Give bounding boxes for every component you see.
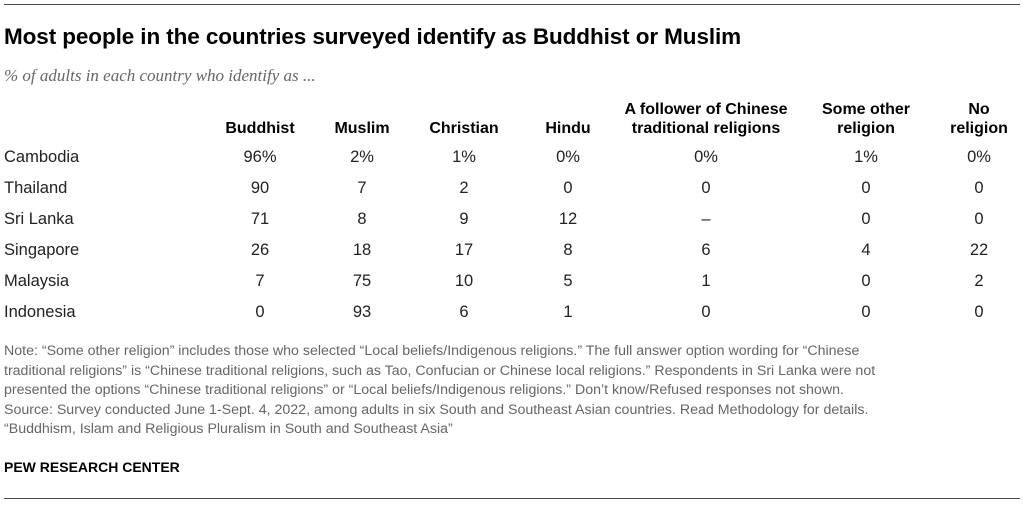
table-cell: 93 (352, 303, 372, 321)
note-line: traditional religions” is “Chinese tradi… (4, 362, 876, 379)
table-cell: – (701, 210, 711, 228)
notes-block: Note: “Some other religion” includes tho… (4, 342, 1016, 440)
table-cell: 18 (352, 241, 372, 259)
table-cell: 0 (861, 272, 871, 290)
table-cell: 6 (701, 241, 711, 259)
table-cell: 0 (861, 179, 871, 197)
note-line: Note: “Some other religion” includes tho… (4, 343, 860, 359)
table-cell: 4 (861, 241, 871, 259)
table-cell: 96% (243, 148, 277, 166)
column-header-line: A follower of Chinese (624, 101, 788, 118)
column-header: Some other religion (822, 100, 910, 138)
bottom-rule (4, 498, 1020, 499)
chart-title: Most people in the countries surveyed id… (4, 24, 742, 49)
table-cell: 1% (452, 148, 476, 166)
column-header: No religion (950, 100, 1008, 138)
column-header-line: Muslim (334, 120, 390, 137)
table-cell: 75 (352, 272, 372, 290)
table-cell: 0% (556, 148, 580, 166)
table-cell: 2 (974, 272, 984, 290)
table-cell: 0% (967, 148, 991, 166)
column-header-line: Hindu (545, 120, 591, 137)
table-cell: 90 (250, 179, 270, 197)
table-cell: 2 (459, 179, 469, 197)
table-cell: 5 (563, 272, 573, 290)
row-label: Cambodia (4, 148, 80, 166)
table-cell: 10 (454, 272, 474, 290)
table-cell: 8 (563, 241, 573, 259)
table-cell: 2% (350, 148, 374, 166)
table-cell: 8 (357, 210, 367, 228)
row-label: Indonesia (4, 303, 76, 321)
column-header: A follower of Chinese traditional religio… (625, 100, 788, 138)
brand-logo-text: PEW RESEARCH CENTER (4, 459, 180, 475)
top-rule (4, 4, 1020, 5)
table-cell: 12 (558, 210, 578, 228)
row-label: Thailand (4, 179, 68, 197)
table-cell: 9 (459, 210, 469, 228)
table-cell: 17 (454, 241, 474, 259)
column-header-line: religion (950, 120, 1008, 137)
table-cell: 0 (974, 303, 984, 321)
table-cell: 0% (694, 148, 718, 166)
table-cell: 0 (701, 303, 711, 321)
report-title-line: “Buddhism, Islam and Religious Pluralism… (4, 421, 453, 437)
table-cell: 0 (701, 179, 711, 197)
table-cell: 1 (563, 303, 573, 321)
table-cell: 1 (701, 272, 711, 290)
column-header: Muslim (334, 119, 389, 138)
table-cell: 7 (357, 179, 367, 197)
table-cell: 26 (250, 241, 270, 259)
row-label: Malaysia (4, 272, 70, 290)
table-cell: 1% (854, 148, 878, 166)
column-header-line: religion (837, 120, 895, 137)
table-cell: 0 (974, 210, 984, 228)
row-label: Singapore (4, 241, 80, 259)
column-header-line: No (968, 101, 990, 118)
table-cell: 0 (563, 179, 573, 197)
column-header-line: Christian (429, 120, 499, 137)
note-line: presented the options “Chinese tradition… (4, 382, 844, 398)
column-header: Hindu (545, 119, 590, 138)
table-cell: 0 (861, 210, 871, 228)
column-header: Buddhist (225, 119, 294, 138)
row-label: Sri Lanka (4, 210, 74, 228)
table-cell: 7 (255, 272, 265, 290)
table-cell: 71 (250, 210, 270, 228)
column-header: Christian (429, 119, 498, 138)
table-cell: 0 (861, 303, 871, 321)
table-cell: 0 (255, 303, 265, 321)
table-cell: 0 (974, 179, 984, 197)
column-header-line: traditional religions (631, 120, 781, 137)
table-cell: 22 (969, 241, 989, 259)
chart-subtitle: % of adults in each country who identify… (4, 66, 316, 85)
source-line: Source: Survey conducted June 1-Sept. 4,… (4, 401, 869, 418)
column-header-line: Some other (821, 101, 911, 118)
table-cell: 6 (459, 303, 469, 321)
column-header-line: Buddhist (225, 120, 295, 137)
